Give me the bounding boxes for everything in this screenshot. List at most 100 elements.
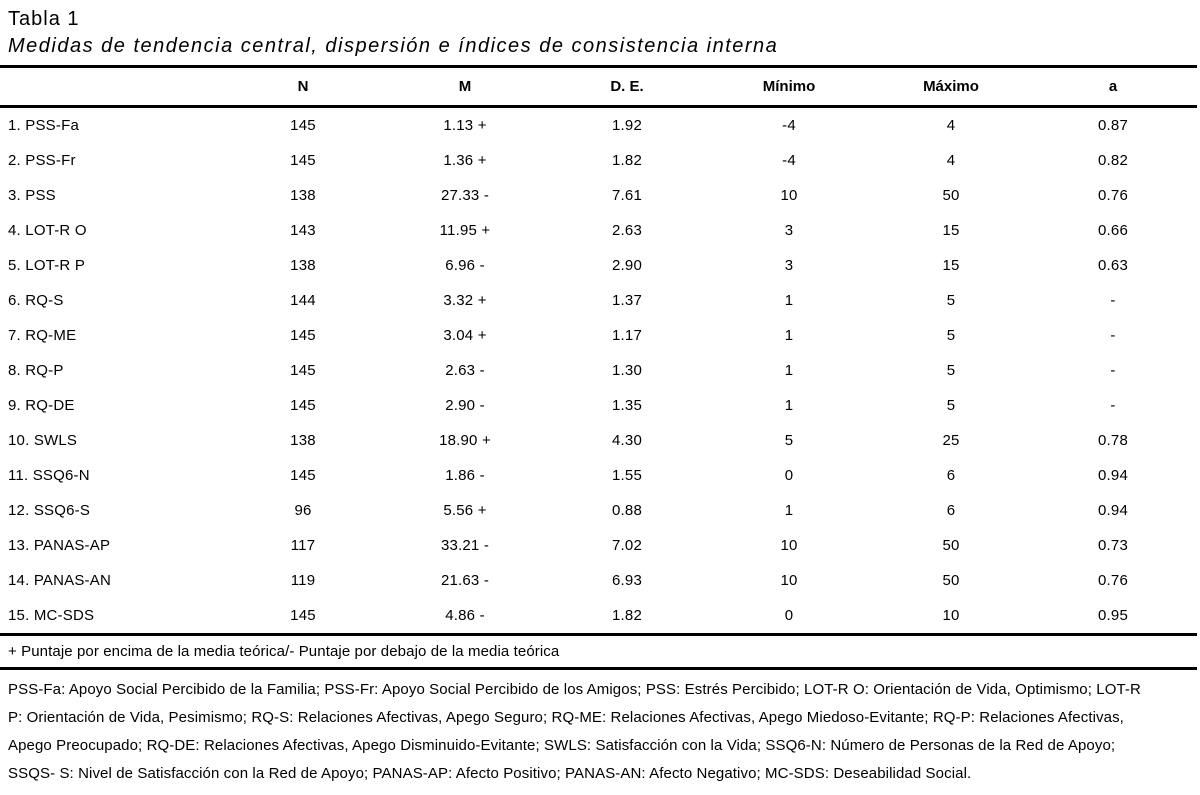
cell-minimo: 10 [780, 572, 798, 589]
row-label: 11. SSQ6-N [8, 467, 90, 484]
table-row: 15. MC-SDS 145 4.86 - 1.82 0 10 0.95 [0, 598, 1194, 633]
cell-maximo: 6 [946, 467, 956, 484]
cell-alpha: 0.95 [1098, 607, 1128, 624]
cell-m: 3.04 + [443, 327, 487, 344]
header-minimo: Mínimo [762, 78, 816, 95]
cell-m: 2.90 - [445, 397, 485, 414]
cell-alpha: 0.66 [1098, 222, 1128, 239]
cell-de: 1.17 [612, 327, 642, 344]
cell-de: 2.63 [612, 222, 642, 239]
rule-under-footnote [0, 667, 1197, 670]
table-row: 1. PSS-Fa 145 1.13 + 1.92 -4 4 0.87 [0, 108, 1194, 143]
cell-n: 138 [290, 432, 316, 449]
table-row: 13. PANAS-AP 117 33.21 - 7.02 10 50 0.73 [0, 528, 1194, 563]
cell-n: 145 [290, 117, 316, 134]
cell-maximo: 15 [942, 257, 960, 274]
row-label: 7. RQ-ME [8, 327, 77, 344]
row-label: 8. RQ-P [8, 362, 64, 379]
table-row: 2. PSS-Fr 145 1.36 + 1.82 -4 4 0.82 [0, 143, 1194, 178]
cell-n: 144 [290, 292, 316, 309]
table-footnote: + Puntaje por encima de la media teórica… [8, 643, 560, 660]
cell-maximo: 5 [946, 327, 956, 344]
cell-maximo: 5 [946, 292, 956, 309]
cell-m: 2.63 - [445, 362, 485, 379]
cell-n: 119 [290, 572, 316, 589]
table-row: 6. RQ-S 144 3.32 + 1.37 1 5 - [0, 283, 1194, 318]
cell-de: 1.55 [612, 467, 642, 484]
cell-m: 33.21 - [440, 537, 490, 554]
cell-m: 1.86 - [445, 467, 485, 484]
cell-de: 7.02 [612, 537, 642, 554]
row-label: 12. SSQ6-S [8, 502, 91, 519]
cell-minimo: 10 [780, 187, 798, 204]
cell-maximo: 50 [942, 572, 960, 589]
rule-under-header [0, 105, 1197, 108]
table-row: 14. PANAS-AN 119 21.63 - 6.93 10 50 0.76 [0, 563, 1194, 598]
cell-alpha: 0.63 [1098, 257, 1128, 274]
note-line: Apego Preocupado; RQ-DE: Relaciones Afec… [8, 737, 1116, 754]
table-notes: PSS-Fa: Apoyo Social Percibido de la Fam… [0, 670, 1200, 788]
cell-minimo: 1 [784, 292, 794, 309]
cell-m: 5.56 + [443, 502, 487, 519]
cell-m: 6.96 - [445, 257, 485, 274]
table-row: 4. LOT-R O 143 11.95 + 2.63 3 15 0.66 [0, 213, 1194, 248]
cell-n: 145 [290, 152, 316, 169]
cell-de: 7.61 [612, 187, 642, 204]
cell-alpha: - [1110, 327, 1116, 344]
cell-alpha: - [1110, 397, 1116, 414]
cell-alpha: 0.76 [1098, 187, 1128, 204]
cell-minimo: 5 [784, 432, 794, 449]
cell-maximo: 50 [942, 187, 960, 204]
cell-alpha: 0.94 [1098, 467, 1128, 484]
cell-minimo: 1 [784, 362, 794, 379]
table-row: 9. RQ-DE 145 2.90 - 1.35 1 5 - [0, 388, 1194, 423]
row-label: 5. LOT-R P [8, 257, 86, 274]
cell-alpha: 0.73 [1098, 537, 1128, 554]
cell-m: 1.13 + [443, 117, 487, 134]
cell-maximo: 4 [946, 117, 956, 134]
row-label: 15. MC-SDS [8, 607, 95, 624]
cell-n: 145 [290, 467, 316, 484]
cell-n: 145 [290, 362, 316, 379]
table-row: 3. PSS 138 27.33 - 7.61 10 50 0.76 [0, 178, 1194, 213]
cell-minimo: 1 [784, 327, 794, 344]
cell-alpha: - [1110, 362, 1116, 379]
cell-de: 1.92 [612, 117, 642, 134]
cell-maximo: 10 [942, 607, 960, 624]
cell-minimo: -4 [782, 152, 796, 169]
cell-n: 117 [290, 537, 316, 554]
row-label: 9. RQ-DE [8, 397, 75, 414]
row-label: 2. PSS-Fr [8, 152, 76, 169]
row-label: 14. PANAS-AN [8, 572, 111, 589]
table-row: 5. LOT-R P 138 6.96 - 2.90 3 15 0.63 [0, 248, 1194, 283]
cell-de: 1.82 [612, 152, 642, 169]
table-header-row: N M D. E. Mínimo Máximo a [0, 68, 1194, 105]
cell-m: 27.33 - [440, 187, 490, 204]
cell-de: 1.30 [612, 362, 642, 379]
row-label: 10. SWLS [8, 432, 78, 449]
table-title: Medidas de tendencia central, dispersión… [8, 35, 779, 57]
cell-n: 96 [294, 502, 312, 519]
header-alpha: a [1108, 78, 1118, 95]
cell-maximo: 50 [942, 537, 960, 554]
cell-maximo: 4 [946, 152, 956, 169]
table-row: 7. RQ-ME 145 3.04 + 1.17 1 5 - [0, 318, 1194, 353]
cell-m: 3.32 + [443, 292, 487, 309]
cell-n: 143 [290, 222, 316, 239]
cell-minimo: 10 [780, 537, 798, 554]
cell-alpha: 0.76 [1098, 572, 1128, 589]
cell-minimo: 1 [784, 397, 794, 414]
cell-alpha: - [1110, 292, 1116, 309]
cell-n: 138 [290, 257, 316, 274]
cell-minimo: 0 [784, 467, 794, 484]
table-row: 11. SSQ6-N 145 1.86 - 1.55 0 6 0.94 [0, 458, 1194, 493]
cell-de: 0.88 [612, 502, 642, 519]
table-number-label: Tabla 1 [8, 8, 80, 30]
note-line: SSQS- S: Nivel de Satisfacción con la Re… [8, 765, 972, 782]
cell-minimo: -4 [782, 117, 796, 134]
cell-minimo: 3 [784, 257, 794, 274]
row-label: 13. PANAS-AP [8, 537, 111, 554]
cell-maximo: 5 [946, 397, 956, 414]
cell-alpha: 0.82 [1098, 152, 1128, 169]
